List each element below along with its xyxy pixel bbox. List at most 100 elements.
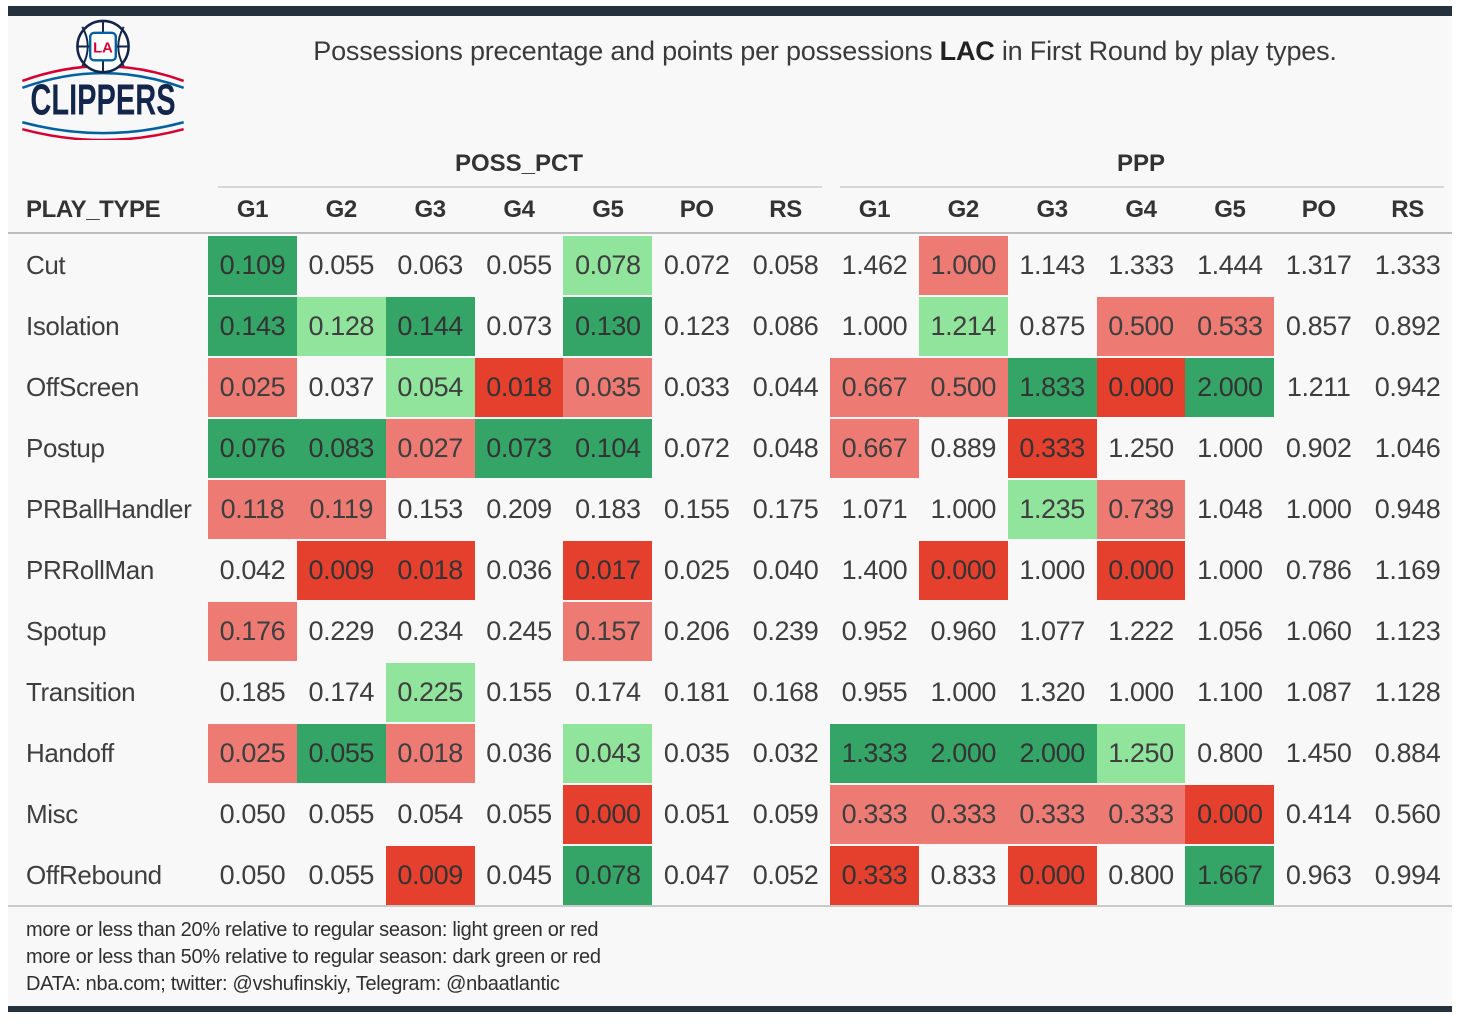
cell-ppp-g2: 2.000: [918, 724, 1008, 783]
cell-ppp-po: 0.786: [1285, 555, 1352, 585]
col-header-poss-g4: G4: [503, 196, 535, 223]
col-header-poss-g3: G3: [414, 196, 447, 223]
cell-poss-rs: 0.239: [752, 616, 819, 646]
cell-poss-po: 0.123: [663, 311, 730, 341]
cell-poss-rs: 0.175: [752, 494, 819, 524]
cell-poss-g2: 0.229: [308, 616, 375, 646]
cell-ppp-g2: 1.000: [930, 494, 997, 524]
cell-poss-g3: 0.054: [385, 358, 475, 417]
cell-poss-g3: 0.018: [385, 541, 475, 600]
cell-poss-rs: 0.044: [752, 372, 819, 402]
cell-poss-g5: 0.183: [575, 494, 641, 524]
col-header-ppp-rs: RS: [1391, 196, 1424, 223]
cell-ppp-g3: 1.235: [1007, 480, 1097, 539]
cell-poss-g1: 0.185: [219, 677, 286, 707]
cell-ppp-g1: 0.952: [841, 616, 908, 646]
cell-ppp-g3: 0.333: [1007, 419, 1097, 478]
cell-ppp-g5: 1.056: [1197, 616, 1263, 646]
cell-poss-g4: 0.209: [486, 494, 552, 524]
cell-poss-po: 0.206: [663, 616, 730, 646]
table-row: Postup 0.076 0.083 0.027 0.073 0.104 0.072 0.04…: [8, 417, 1452, 478]
cell-ppp-g5: 1.048: [1197, 494, 1263, 524]
play-type-label: Isolation: [26, 311, 120, 341]
cell-poss-g1: 0.042: [219, 555, 286, 585]
play-type-label: Spotup: [26, 616, 107, 646]
bottom-rule: [8, 1006, 1452, 1012]
cell-ppp-g5: 1.444: [1197, 250, 1263, 280]
logo-wordmark: CLIPPERS: [30, 76, 175, 124]
play-type-label: OffRebound: [26, 860, 162, 890]
table-row: Misc 0.050 0.055 0.054 0.055 0.000 0.051 0.059 0…: [8, 783, 1452, 844]
cell-ppp-g3: 0.333: [1007, 785, 1097, 844]
cell-poss-g5: 0.157: [563, 602, 653, 661]
group-header-row: POSS_PCT PPP: [8, 142, 1452, 188]
cell-ppp-g4: 1.000: [1108, 677, 1174, 707]
cell-ppp-g4: 0.000: [1096, 358, 1186, 417]
cell-ppp-g1: 0.955: [841, 677, 908, 707]
cell-ppp-g1: 1.000: [841, 311, 908, 341]
cell-poss-rs: 0.048: [752, 433, 819, 463]
cell-ppp-g3: 0.875: [1019, 311, 1085, 341]
stats-table: POSS_PCT PPP PLAY_TYPE G1 G2 G3 G4 G5 PO RS G1 G…: [8, 142, 1452, 907]
cell-poss-g4: 0.073: [474, 419, 564, 478]
cell-poss-rs: 0.059: [752, 799, 819, 829]
logo-arc-red-bottom: [21, 127, 185, 140]
cell-ppp-rs: 1.169: [1374, 555, 1441, 585]
cell-ppp-g3: 0.000: [1007, 846, 1097, 905]
col-header-ppp-g3: G3: [1036, 196, 1069, 223]
col-header-poss-g1: G1: [236, 196, 269, 223]
cell-ppp-g5: 2.000: [1185, 358, 1275, 417]
cell-poss-g5: 0.043: [563, 724, 653, 783]
cell-ppp-g1: 1.462: [841, 250, 908, 280]
top-rule: [8, 6, 1452, 16]
cell-poss-g4: 0.155: [486, 677, 552, 707]
cell-poss-g3: 0.234: [397, 616, 463, 646]
column-group-ppp: PPP: [830, 142, 1452, 188]
cell-ppp-g4: 0.333: [1096, 785, 1186, 844]
cell-ppp-po: 0.902: [1285, 433, 1352, 463]
cell-poss-g1: 0.109: [208, 236, 297, 295]
cell-ppp-g2: 1.214: [918, 297, 1008, 356]
cell-poss-g2: 0.083: [296, 419, 386, 478]
cell-poss-g1: 0.076: [208, 419, 297, 478]
cell-ppp-rs: 1.128: [1374, 677, 1441, 707]
cell-ppp-g4: 0.000: [1096, 541, 1186, 600]
logo-arc-blue-bottom: [21, 121, 185, 135]
title-team: LAC: [939, 36, 995, 66]
cell-poss-g2: 0.174: [308, 677, 375, 707]
cell-ppp-g2: 1.000: [918, 236, 1008, 295]
cell-poss-rs: 0.040: [752, 555, 819, 585]
cell-poss-g5: 0.035: [563, 358, 653, 417]
cell-poss-po: 0.025: [663, 555, 730, 585]
play-type-label: Misc: [26, 799, 78, 829]
cell-poss-g4: 0.036: [486, 738, 552, 768]
cell-ppp-g1: 1.400: [841, 555, 908, 585]
col-header-ppp-po: PO: [1301, 196, 1336, 223]
cell-poss-g2: 0.055: [308, 860, 375, 890]
cell-ppp-rs: 1.046: [1374, 433, 1441, 463]
cell-ppp-g4: 0.800: [1108, 860, 1174, 890]
cell-ppp-rs: 1.333: [1374, 250, 1441, 280]
cell-poss-g5: 0.104: [563, 419, 653, 478]
logo-monogram: LA: [93, 40, 113, 56]
cell-ppp-g1: 0.667: [829, 358, 919, 417]
cell-ppp-g5: 1.000: [1197, 555, 1263, 585]
cell-poss-g4: 0.036: [486, 555, 552, 585]
logo-monogram-box: [89, 31, 117, 62]
cell-poss-g4: 0.073: [486, 311, 552, 341]
cell-ppp-po: 1.060: [1285, 616, 1352, 646]
cell-poss-g1: 0.025: [208, 724, 297, 783]
title-suffix: in First Round by play types.: [994, 36, 1337, 66]
cell-ppp-g5: 1.667: [1185, 846, 1275, 905]
cell-poss-po: 0.051: [663, 799, 730, 829]
table-row: OffRebound 0.050 0.055 0.009 0.045 0.078 0.047…: [8, 844, 1452, 905]
group-label: POSS_PCT: [454, 150, 584, 177]
cell-poss-po: 0.072: [663, 250, 730, 280]
table-row: Isolation 0.143 0.128 0.144 0.073 0.130 0.123 0…: [8, 295, 1452, 356]
cell-poss-rs: 0.168: [752, 677, 819, 707]
play-type-header: PLAY_TYPE: [26, 196, 161, 223]
cell-ppp-g3: 2.000: [1007, 724, 1097, 783]
cell-poss-rs: 0.052: [752, 860, 819, 890]
cell-poss-g2: 0.009: [296, 541, 386, 600]
cell-poss-g3: 0.009: [385, 846, 475, 905]
